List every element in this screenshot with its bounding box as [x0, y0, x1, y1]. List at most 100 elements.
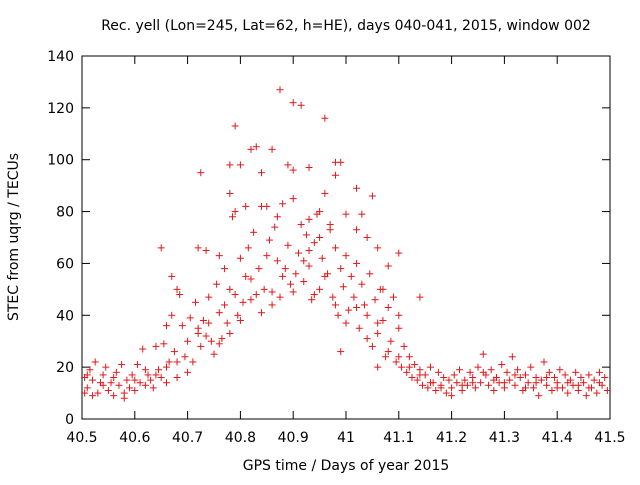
data-point	[490, 376, 498, 384]
data-point	[139, 345, 147, 353]
data-point	[548, 386, 556, 394]
data-point	[543, 381, 551, 389]
data-point	[205, 319, 213, 327]
data-point	[273, 257, 281, 265]
data-point	[503, 368, 511, 376]
data-point	[289, 166, 297, 174]
data-point	[155, 366, 163, 374]
x-tick-label: 40.7	[172, 430, 203, 446]
data-point	[123, 376, 131, 384]
data-point	[279, 272, 287, 280]
data-points	[81, 86, 611, 402]
data-point	[485, 381, 493, 389]
data-point	[384, 262, 392, 270]
data-point	[506, 376, 514, 384]
data-point	[120, 394, 128, 402]
data-point	[141, 381, 149, 389]
data-point	[347, 272, 355, 280]
data-point	[265, 236, 273, 244]
data-point	[289, 288, 297, 296]
data-point	[524, 379, 532, 387]
data-point	[210, 350, 218, 358]
data-point	[440, 374, 448, 382]
data-point	[173, 358, 181, 366]
data-point	[561, 371, 569, 379]
data-point	[89, 392, 97, 400]
data-point	[192, 298, 200, 306]
data-point	[390, 293, 398, 301]
data-point	[234, 311, 242, 319]
data-point	[540, 358, 548, 366]
data-point	[321, 189, 329, 197]
x-axis-ticks: 40.5 40.6 40.7 40.8 40.9 41 41.1 41.2 41.3 41.4 41…	[66, 56, 626, 446]
data-point	[247, 296, 255, 304]
data-point	[297, 101, 305, 109]
data-point	[477, 379, 485, 387]
data-point	[601, 374, 609, 382]
data-point	[564, 379, 572, 387]
data-point	[337, 158, 345, 166]
data-point	[215, 340, 223, 348]
data-point	[387, 337, 395, 345]
data-point	[110, 392, 118, 400]
data-point	[395, 249, 403, 257]
data-point	[152, 371, 160, 379]
data-point	[236, 316, 244, 324]
data-point	[585, 371, 593, 379]
data-point	[582, 392, 590, 400]
data-point	[194, 244, 202, 252]
data-point	[276, 86, 284, 94]
data-point	[144, 371, 152, 379]
data-point	[215, 252, 223, 260]
data-point	[110, 374, 118, 382]
data-point	[329, 293, 337, 301]
data-point	[527, 363, 535, 371]
data-point	[168, 272, 176, 280]
data-point	[416, 293, 424, 301]
data-point	[318, 254, 326, 262]
data-point	[305, 246, 313, 254]
data-point	[287, 280, 295, 288]
data-point	[89, 376, 97, 384]
data-point	[141, 366, 149, 374]
data-point	[263, 202, 271, 210]
data-point	[242, 272, 250, 280]
data-point	[522, 371, 530, 379]
data-point	[397, 363, 405, 371]
data-point	[83, 384, 91, 392]
data-point	[260, 285, 268, 293]
data-point	[273, 213, 281, 221]
data-point	[308, 296, 316, 304]
data-point	[149, 384, 157, 392]
data-point	[255, 265, 263, 273]
data-point	[408, 374, 416, 382]
data-point	[189, 358, 197, 366]
data-point	[371, 296, 379, 304]
data-point	[94, 389, 102, 397]
data-point	[331, 301, 339, 309]
data-point	[289, 195, 297, 203]
data-point	[310, 239, 318, 247]
data-point	[516, 374, 524, 382]
data-point	[339, 283, 347, 291]
data-point	[405, 363, 413, 371]
data-point	[102, 363, 110, 371]
x-tick-label: 41.5	[594, 430, 625, 446]
data-point	[419, 381, 427, 389]
data-point	[126, 384, 134, 392]
data-point	[186, 314, 194, 322]
data-point	[221, 265, 229, 273]
data-point	[405, 353, 413, 361]
y-tick-label: 140	[47, 49, 74, 65]
data-point	[366, 270, 374, 278]
data-point	[395, 311, 403, 319]
data-point	[479, 350, 487, 358]
data-point	[294, 249, 302, 257]
x-tick-label: 40.8	[225, 430, 256, 446]
data-point	[99, 381, 107, 389]
data-point	[86, 366, 94, 374]
data-point	[271, 223, 279, 231]
data-point	[152, 342, 160, 350]
data-point	[456, 366, 464, 374]
